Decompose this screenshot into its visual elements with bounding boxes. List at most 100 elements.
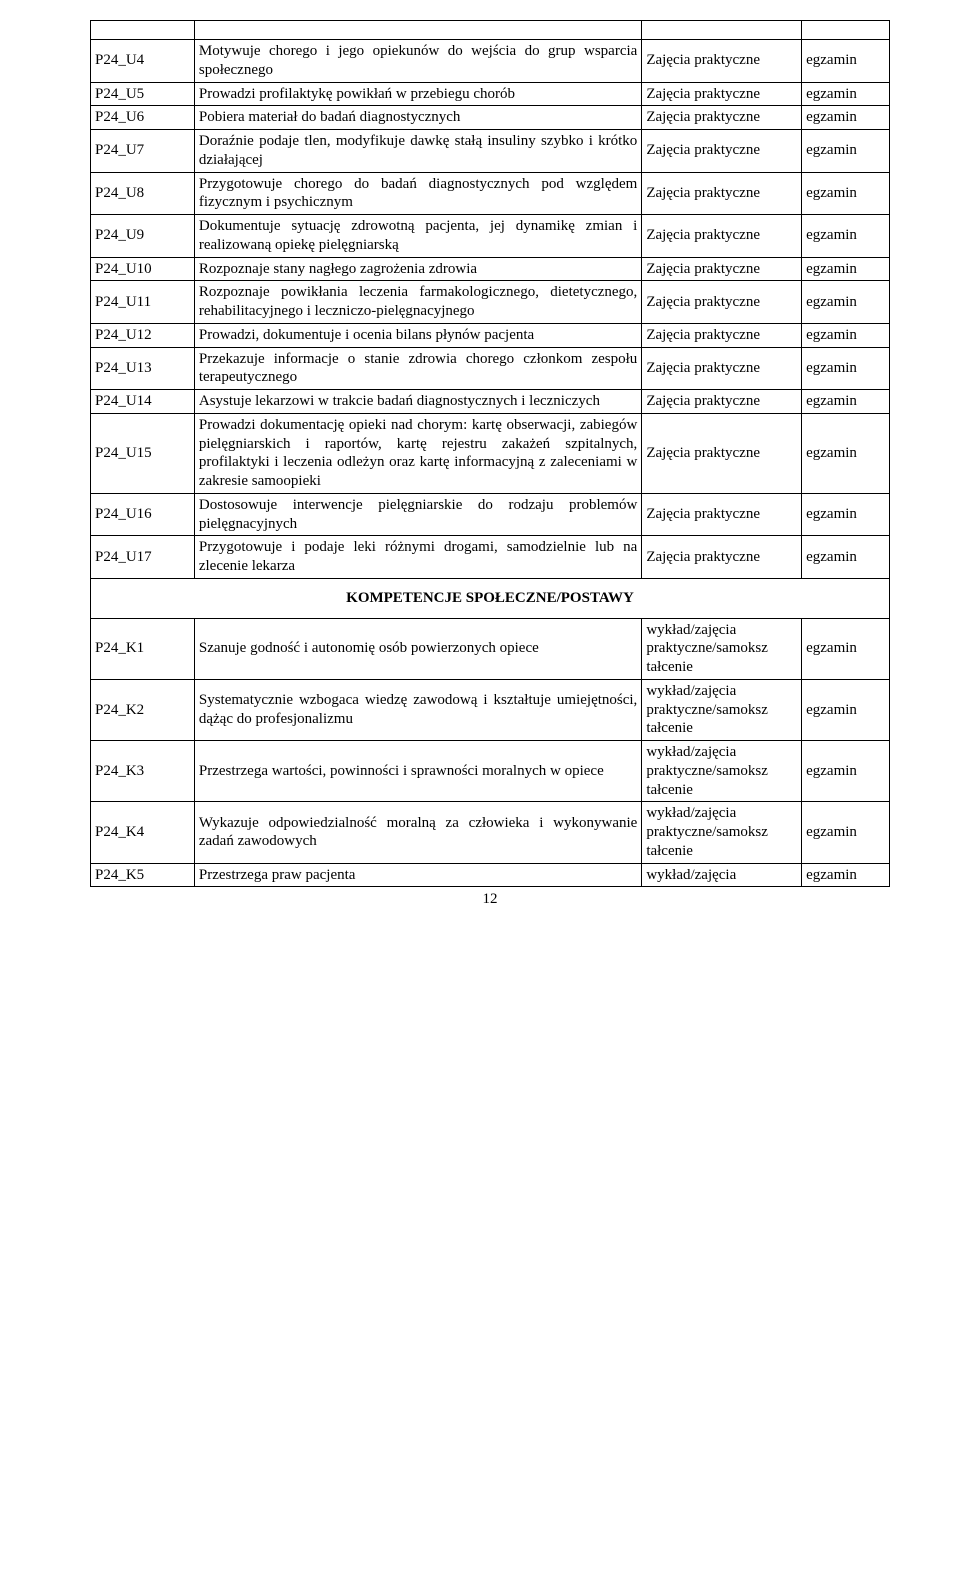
table-row: P24_U13Przekazuje informacje o stanie zd…: [91, 347, 890, 390]
description-cell: Systematycznie wzbogaca wiedzę zawodową …: [194, 679, 641, 740]
assessment-cell: egzamin: [802, 413, 890, 493]
description-cell: Dostosowuje interwencje pielęgniarskie d…: [194, 493, 641, 536]
method-cell: wykład/zajęcia praktyczne/samoksz tałcen…: [642, 741, 802, 802]
assessment-cell: egzamin: [802, 106, 890, 130]
assessment-cell: egzamin: [802, 347, 890, 390]
description-cell: Rozpoznaje powikłania leczenia farmakolo…: [194, 281, 641, 324]
code-cell: P24_K1: [91, 618, 195, 679]
method-cell: Zajęcia praktyczne: [642, 536, 802, 579]
table-row: P24_K4Wykazuje odpowiedzialność moralną …: [91, 802, 890, 863]
table-row-empty: [91, 21, 890, 40]
assessment-cell: egzamin: [802, 618, 890, 679]
table-row: P24_U10Rozpoznaje stany nagłego zagrożen…: [91, 257, 890, 281]
code-cell: P24_U15: [91, 413, 195, 493]
method-cell: Zajęcia praktyczne: [642, 323, 802, 347]
code-cell: P24_K3: [91, 741, 195, 802]
table-row: P24_U4Motywuje chorego i jego opiekunów …: [91, 40, 890, 83]
table-row: P24_U6Pobiera materiał do badań diagnost…: [91, 106, 890, 130]
outcomes-table: P24_U4Motywuje chorego i jego opiekunów …: [90, 20, 890, 887]
assessment-cell: egzamin: [802, 493, 890, 536]
page: P24_U4Motywuje chorego i jego opiekunów …: [0, 0, 960, 928]
table-row: P24_U8Przygotowuje chorego do badań diag…: [91, 172, 890, 215]
code-cell: P24_U12: [91, 323, 195, 347]
assessment-cell: egzamin: [802, 281, 890, 324]
method-cell: Zajęcia praktyczne: [642, 413, 802, 493]
section-header-row: KOMPETENCJE SPOŁECZNE/POSTAWY: [91, 578, 890, 618]
description-cell: Dokumentuje sytuację zdrowotną pacjenta,…: [194, 215, 641, 258]
method-cell: Zajęcia praktyczne: [642, 257, 802, 281]
code-cell: P24_K5: [91, 863, 195, 887]
description-cell: Przygotowuje chorego do badań diagnostyc…: [194, 172, 641, 215]
method-cell: wykład/zajęcia praktyczne/samoksz tałcen…: [642, 679, 802, 740]
table-row: P24_K1Szanuje godność i autonomię osób p…: [91, 618, 890, 679]
description-cell: Prowadzi profilaktykę powikłań w przebie…: [194, 82, 641, 106]
assessment-cell: egzamin: [802, 130, 890, 173]
method-cell: Zajęcia praktyczne: [642, 130, 802, 173]
section-header: KOMPETENCJE SPOŁECZNE/POSTAWY: [91, 578, 890, 618]
code-cell: P24_U9: [91, 215, 195, 258]
table-row: P24_U11Rozpoznaje powikłania leczenia fa…: [91, 281, 890, 324]
method-cell: Zajęcia praktyczne: [642, 40, 802, 83]
assessment-cell: egzamin: [802, 40, 890, 83]
assessment-cell: egzamin: [802, 215, 890, 258]
code-cell: P24_U13: [91, 347, 195, 390]
description-cell: Szanuje godność i autonomię osób powierz…: [194, 618, 641, 679]
description-cell: Prowadzi dokumentację opieki nad chorym:…: [194, 413, 641, 493]
assessment-cell: egzamin: [802, 172, 890, 215]
code-cell: P24_U17: [91, 536, 195, 579]
description-cell: Przekazuje informacje o stanie zdrowia c…: [194, 347, 641, 390]
code-cell: P24_U4: [91, 40, 195, 83]
assessment-cell: egzamin: [802, 741, 890, 802]
assessment-cell: egzamin: [802, 82, 890, 106]
table-row: P24_U12Prowadzi, dokumentuje i ocenia bi…: [91, 323, 890, 347]
table-row: P24_K3Przestrzega wartości, powinności i…: [91, 741, 890, 802]
description-cell: Wykazuje odpowiedzialność moralną za czł…: [194, 802, 641, 863]
method-cell: wykład/zajęcia: [642, 863, 802, 887]
code-cell: P24_U8: [91, 172, 195, 215]
code-cell: P24_U14: [91, 390, 195, 414]
method-cell: Zajęcia praktyczne: [642, 172, 802, 215]
description-cell: Pobiera materiał do badań diagnostycznyc…: [194, 106, 641, 130]
method-cell: wykład/zajęcia praktyczne/samoksz tałcen…: [642, 802, 802, 863]
assessment-cell: egzamin: [802, 802, 890, 863]
method-cell: Zajęcia praktyczne: [642, 106, 802, 130]
method-cell: wykład/zajęcia praktyczne/samoksz tałcen…: [642, 618, 802, 679]
table-row: P24_K5Przestrzega praw pacjentawykład/za…: [91, 863, 890, 887]
code-cell: P24_K2: [91, 679, 195, 740]
assessment-cell: egzamin: [802, 257, 890, 281]
description-cell: Przestrzega praw pacjenta: [194, 863, 641, 887]
assessment-cell: egzamin: [802, 323, 890, 347]
method-cell: Zajęcia praktyczne: [642, 347, 802, 390]
assessment-cell: egzamin: [802, 863, 890, 887]
code-cell: P24_U6: [91, 106, 195, 130]
table-row: P24_U9Dokumentuje sytuację zdrowotną pac…: [91, 215, 890, 258]
table-row: P24_U17Przygotowuje i podaje leki różnym…: [91, 536, 890, 579]
method-cell: Zajęcia praktyczne: [642, 281, 802, 324]
code-cell: P24_U5: [91, 82, 195, 106]
code-cell: P24_U16: [91, 493, 195, 536]
method-cell: Zajęcia praktyczne: [642, 82, 802, 106]
table-row: P24_U15Prowadzi dokumentację opieki nad …: [91, 413, 890, 493]
method-cell: Zajęcia praktyczne: [642, 493, 802, 536]
assessment-cell: egzamin: [802, 536, 890, 579]
description-cell: Motywuje chorego i jego opiekunów do wej…: [194, 40, 641, 83]
description-cell: Przygotowuje i podaje leki różnymi droga…: [194, 536, 641, 579]
table-row: P24_U14Asystuje lekarzowi w trakcie bada…: [91, 390, 890, 414]
table-row: P24_U7Doraźnie podaje tlen, modyfikuje d…: [91, 130, 890, 173]
table-row: P24_K2Systematycznie wzbogaca wiedzę zaw…: [91, 679, 890, 740]
assessment-cell: egzamin: [802, 390, 890, 414]
method-cell: Zajęcia praktyczne: [642, 215, 802, 258]
table-row: P24_U5Prowadzi profilaktykę powikłań w p…: [91, 82, 890, 106]
description-cell: Doraźnie podaje tlen, modyfikuje dawkę s…: [194, 130, 641, 173]
description-cell: Prowadzi, dokumentuje i ocenia bilans pł…: [194, 323, 641, 347]
code-cell: P24_U11: [91, 281, 195, 324]
table-row: P24_U16Dostosowuje interwencje pielęgnia…: [91, 493, 890, 536]
page-number: 12: [90, 891, 890, 908]
code-cell: P24_U10: [91, 257, 195, 281]
code-cell: P24_K4: [91, 802, 195, 863]
description-cell: Rozpoznaje stany nagłego zagrożenia zdro…: [194, 257, 641, 281]
description-cell: Przestrzega wartości, powinności i spraw…: [194, 741, 641, 802]
code-cell: P24_U7: [91, 130, 195, 173]
method-cell: Zajęcia praktyczne: [642, 390, 802, 414]
description-cell: Asystuje lekarzowi w trakcie badań diagn…: [194, 390, 641, 414]
